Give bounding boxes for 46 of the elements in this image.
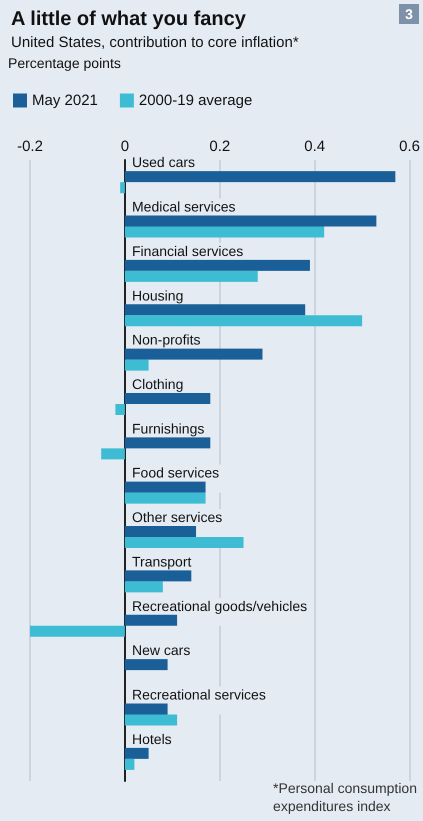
bar (124, 537, 244, 548)
x-tick-label: 0.4 (304, 138, 326, 155)
bar (124, 226, 324, 238)
bar (124, 714, 178, 726)
x-axis-title: Percentage points (8, 55, 121, 71)
chart-subtitle: United States, contribution to core inflation* (11, 34, 299, 51)
bar (124, 748, 149, 759)
y-tick-label: Clothing (132, 376, 184, 392)
y-tick-label: Furnishings (132, 420, 204, 436)
bar (120, 182, 125, 194)
bar (124, 260, 310, 271)
bar (30, 626, 125, 637)
y-tick-label: Financial services (132, 242, 244, 259)
bar (101, 448, 125, 460)
y-tick-label: Housing (132, 287, 184, 304)
y-tick-label: Other services (132, 509, 222, 526)
x-tick-label: 0.2 (209, 138, 230, 155)
chart-title: A little of what you fancy (11, 8, 247, 30)
x-tick-label: 0.6 (399, 138, 420, 155)
y-tick-label: Transport (132, 553, 192, 570)
x-tick-label: 0 (120, 138, 130, 155)
bar (124, 216, 376, 227)
y-tick-label: Non-profits (132, 332, 200, 348)
y-tick-label: Used cars (132, 154, 196, 170)
bar (124, 614, 178, 626)
bar (124, 315, 362, 326)
y-tick-label: Hotels (132, 730, 172, 747)
x-tick-label: -0.2 (17, 138, 43, 155)
text: 3 (405, 6, 414, 22)
y-tick-label: Recreational goods/vehicles (132, 598, 308, 614)
bar (124, 758, 134, 770)
annotation: *Personal consumption expenditures index (273, 780, 418, 814)
legend-label: May 2021 (32, 92, 98, 109)
bar (124, 581, 163, 592)
bar (124, 492, 206, 504)
bar (124, 482, 206, 493)
bar (124, 360, 149, 371)
bar (124, 270, 258, 282)
y-tick-label: New cars (132, 642, 190, 658)
bar (115, 404, 125, 415)
bar (124, 526, 196, 538)
legend-label: 2000-19 average (138, 92, 252, 109)
y-tick-label: Medical services (132, 198, 236, 215)
y-tick-label: Recreational services (132, 686, 266, 702)
bar (124, 703, 168, 714)
y-tick-label: Food services (132, 464, 220, 481)
